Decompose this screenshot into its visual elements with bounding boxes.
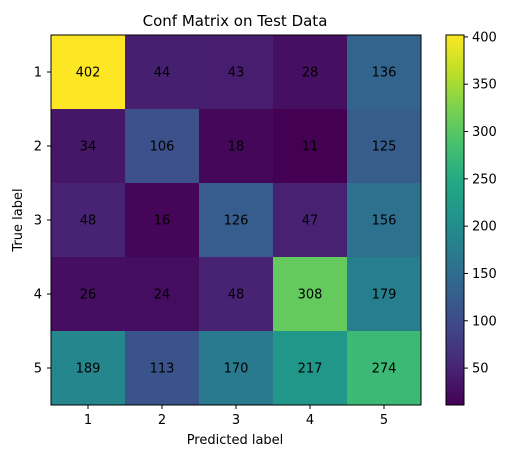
cell-value-label: 308 bbox=[298, 288, 323, 303]
colorbar-tick-label: 150 bbox=[472, 267, 497, 282]
cell-value-label: 43 bbox=[228, 66, 245, 81]
cell-value-label: 217 bbox=[298, 362, 323, 377]
cell-value-label: 179 bbox=[372, 288, 397, 303]
y-tick-label: 3 bbox=[34, 214, 42, 229]
y-axis: 1 2 3 4 5 bbox=[34, 66, 51, 377]
y-tick-label: 5 bbox=[34, 362, 42, 377]
cell-value-label: 47 bbox=[302, 214, 319, 229]
heatmap-cell bbox=[51, 331, 126, 406]
y-tick-label: 2 bbox=[34, 140, 42, 155]
heatmap-cell bbox=[51, 257, 126, 332]
y-axis-label: True label bbox=[11, 188, 26, 252]
heatmap-cells: 402 44 43 28 136 34 106 18 11 125 48 16 126 47 156 26 24… bbox=[50, 34, 422, 406]
colorbar-tick-label: 50 bbox=[472, 362, 489, 377]
cell-value-label: 125 bbox=[372, 140, 397, 155]
colorbar-tick-label: 200 bbox=[472, 220, 497, 235]
cell-value-label: 28 bbox=[302, 66, 319, 81]
colorbar-tick-label: 100 bbox=[472, 314, 497, 329]
cell-value-label: 274 bbox=[372, 362, 397, 377]
cell-value-label: 113 bbox=[150, 362, 175, 377]
cell-value-label: 11 bbox=[302, 140, 319, 155]
heatmap-cell bbox=[273, 331, 348, 406]
cell-value-label: 18 bbox=[228, 140, 245, 155]
x-tick-label: 4 bbox=[306, 413, 314, 428]
cell-value-label: 24 bbox=[154, 288, 171, 303]
heatmap-cell bbox=[273, 35, 348, 110]
colorbar-tick-label: 400 bbox=[472, 30, 497, 45]
heatmap-cell bbox=[347, 183, 422, 258]
cell-value-label: 402 bbox=[76, 66, 101, 81]
cell-value-label: 48 bbox=[80, 214, 97, 229]
cell-value-label: 44 bbox=[154, 66, 171, 81]
x-tick-label: 3 bbox=[232, 413, 240, 428]
chart-title: Conf Matrix on Test Data bbox=[143, 12, 328, 30]
x-tick-label: 2 bbox=[158, 413, 166, 428]
cell-value-label: 48 bbox=[228, 288, 245, 303]
heatmap-cell bbox=[125, 257, 200, 332]
heatmap-cell bbox=[51, 183, 126, 258]
y-tick-label: 4 bbox=[34, 288, 42, 303]
cell-value-label: 106 bbox=[150, 140, 175, 155]
cell-value-label: 34 bbox=[80, 140, 97, 155]
heatmap-cell bbox=[51, 35, 126, 110]
heatmap-cell bbox=[347, 257, 422, 332]
x-tick-label: 1 bbox=[84, 413, 92, 428]
heatmap-cell bbox=[199, 35, 274, 110]
colorbar-gradient bbox=[445, 34, 465, 406]
heatmap-cell bbox=[347, 109, 422, 184]
heatmap-cell bbox=[273, 109, 348, 184]
colorbar-tick-label: 250 bbox=[472, 172, 497, 187]
heatmap-cell bbox=[273, 257, 348, 332]
cell-value-label: 26 bbox=[80, 288, 97, 303]
x-axis: 1 2 3 4 5 bbox=[84, 405, 388, 428]
heatmap-cell bbox=[125, 109, 200, 184]
x-axis-label: Predicted label bbox=[187, 433, 284, 448]
colorbar-tick-label: 350 bbox=[472, 78, 497, 93]
heatmap-cell bbox=[199, 109, 274, 184]
cell-value-label: 16 bbox=[154, 214, 171, 229]
heatmap-cell bbox=[125, 35, 200, 110]
cell-value-label: 126 bbox=[224, 214, 249, 229]
heatmap-cell bbox=[199, 331, 274, 406]
heatmap-cell bbox=[125, 183, 200, 258]
y-tick-label: 1 bbox=[34, 66, 42, 81]
heatmap-cell bbox=[199, 257, 274, 332]
colorbar-tick-label: 300 bbox=[472, 125, 497, 140]
heatmap-cell bbox=[347, 331, 422, 406]
colorbar: 50 100 150 200 250 300 350 400 bbox=[445, 30, 497, 406]
heatmap-cell bbox=[273, 183, 348, 258]
x-tick-label: 5 bbox=[380, 413, 388, 428]
cell-value-label: 189 bbox=[76, 362, 101, 377]
heatmap-cell bbox=[125, 331, 200, 406]
cell-value-label: 170 bbox=[224, 362, 249, 377]
cell-value-label: 156 bbox=[372, 214, 397, 229]
heatmap-cell bbox=[347, 35, 422, 110]
heatmap-cell bbox=[199, 183, 274, 258]
cell-value-label: 136 bbox=[372, 66, 397, 81]
heatmap-cell bbox=[51, 109, 126, 184]
